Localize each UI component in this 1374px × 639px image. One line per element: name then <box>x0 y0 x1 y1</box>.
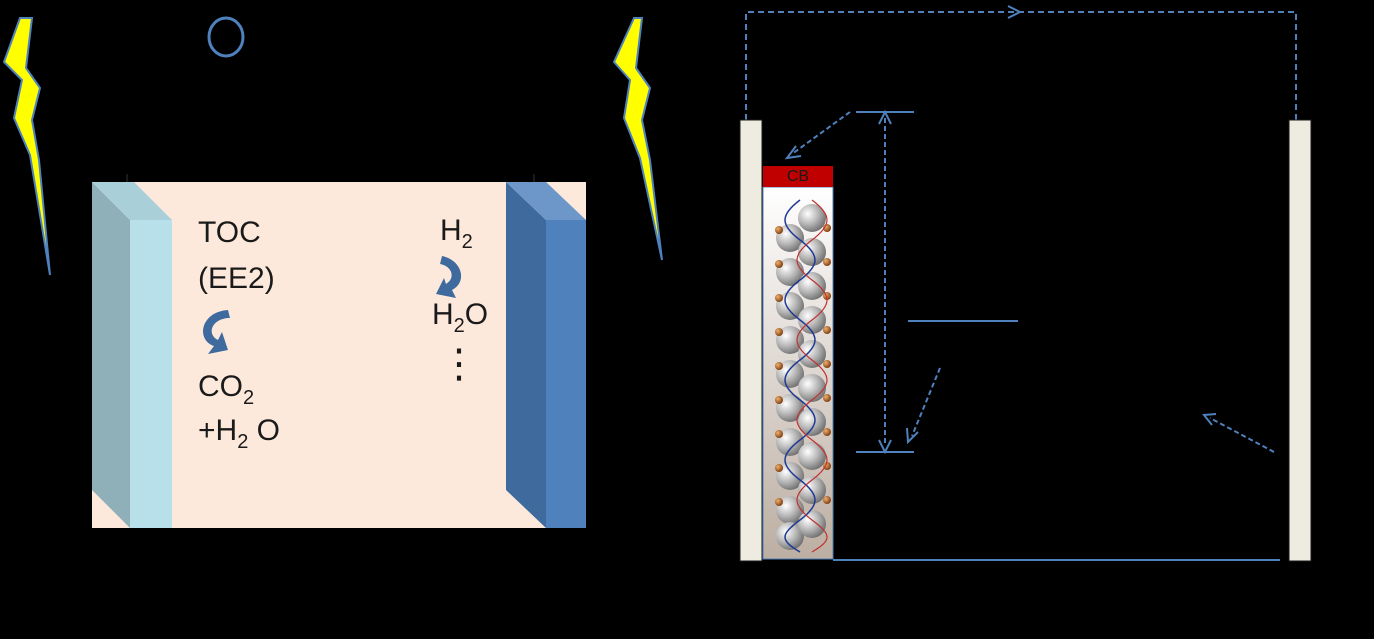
curved-arrow-icon <box>203 310 230 354</box>
wire-arrow-icon <box>1007 5 1023 19</box>
cathode-side <box>506 182 546 528</box>
lightning-bolt-icon <box>2 17 51 276</box>
co2-base: CO <box>198 370 243 403</box>
h2o-o: O <box>464 298 489 331</box>
pointer-arrow-icon <box>791 111 851 155</box>
h2-label: H2 <box>440 214 473 253</box>
left-electrode <box>739 119 763 562</box>
photoanode-top <box>92 182 172 220</box>
ee2-label: (EE2) <box>198 262 275 295</box>
water-product-subscript: 2 <box>237 431 249 453</box>
h2o-subscript: 2 <box>453 315 465 337</box>
pointer-arrow-icon <box>1209 417 1275 453</box>
ellipsis-label: ⋮ <box>439 342 479 386</box>
water-product-prefix: +H <box>198 414 238 447</box>
h2-subscript: 2 <box>461 231 473 253</box>
conduction-band-label: CB <box>763 166 833 187</box>
lightning-bolt-icon <box>612 17 663 261</box>
left-photoelectrochemical-cell <box>2 16 663 528</box>
h2o-h: H <box>432 298 454 331</box>
external-circuit-wire <box>745 11 1297 120</box>
curved-arrow-icon <box>436 256 462 298</box>
electrolyte-compartment <box>92 182 586 528</box>
arrow-head-icon <box>878 439 892 455</box>
helix-nanostructure-icon <box>775 199 831 553</box>
co2-label: CO2 <box>198 370 254 409</box>
cathode-top <box>506 182 586 220</box>
toc-label: TOC <box>198 216 261 249</box>
photoanode-side <box>92 182 130 528</box>
pointer-arrow-icon <box>911 367 941 437</box>
right-electrochemical-cell <box>739 5 1312 562</box>
h2o-label: H2O <box>432 298 489 337</box>
co2-subscript: 2 <box>243 387 255 409</box>
circle-symbol <box>207 16 245 58</box>
water-product-label: +H2 O <box>198 414 280 453</box>
right-electrode <box>1288 119 1312 562</box>
water-product-suffix: O <box>248 414 280 447</box>
photoanode-front <box>130 220 172 528</box>
arrow-head-icon <box>878 109 892 125</box>
cathode-front <box>546 220 586 528</box>
h2-base: H <box>440 214 462 247</box>
